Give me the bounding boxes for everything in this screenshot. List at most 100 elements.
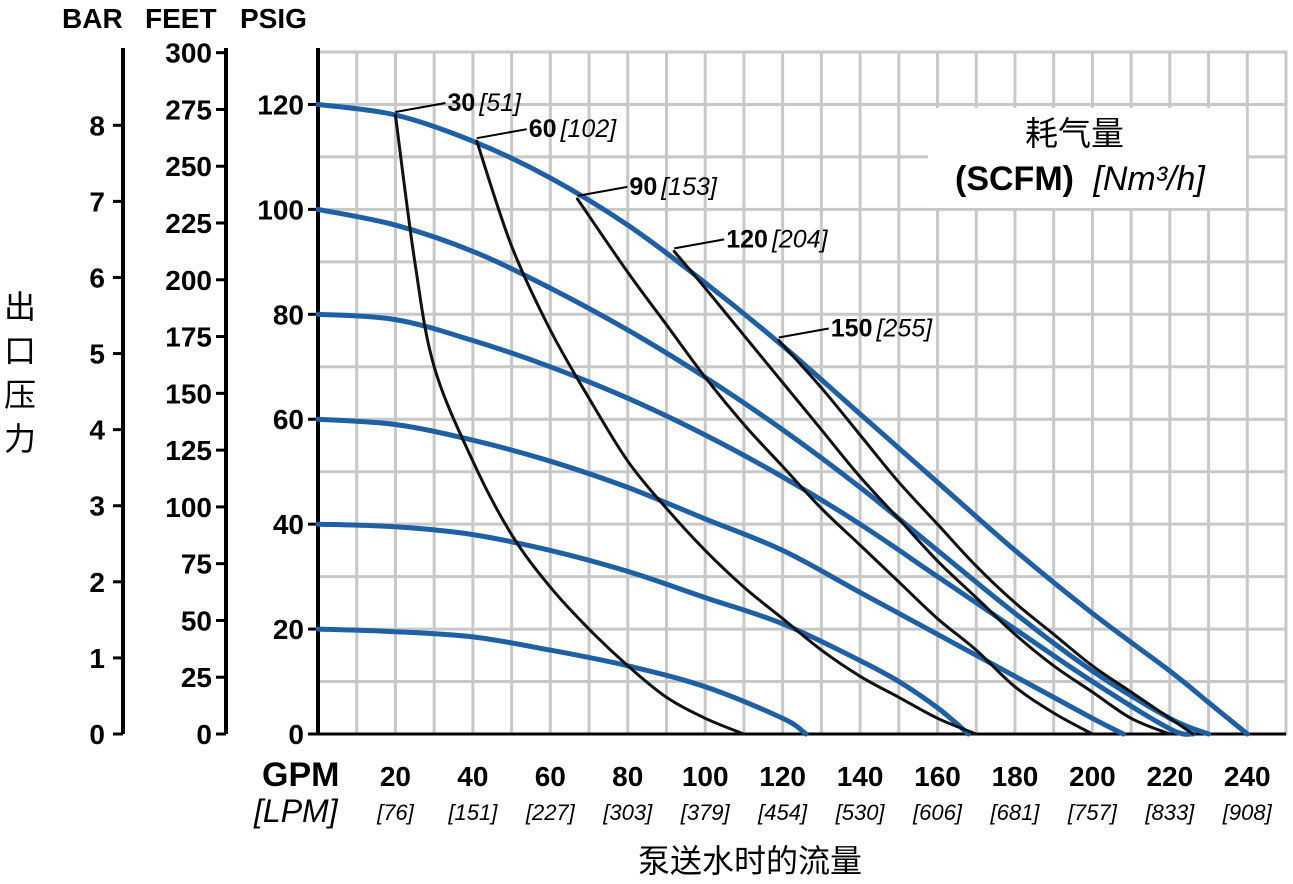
tick-label-bar: 0 [89, 719, 105, 750]
x-unit-lpm: [LPM] [253, 793, 339, 829]
air-label-nm3h: [51] [478, 89, 522, 117]
air-curve-label-120: 120 [204] [726, 225, 828, 253]
tick-label-bar: 3 [89, 491, 105, 522]
x-tick-label-gpm: 220 [1146, 761, 1193, 792]
tick-label-bar: 6 [89, 262, 105, 293]
x-tick-label-lpm: [227] [525, 800, 576, 825]
pressure-curve-120 [315, 102, 1250, 737]
air-curve-label-90: 90 [153] [629, 173, 717, 201]
x-tick-label-gpm: 200 [1069, 761, 1116, 792]
air-consumption-curves [393, 101, 1195, 736]
air-label-scfm: 150 [831, 315, 873, 343]
x-tick-label-lpm: [530] [835, 800, 886, 825]
x-tick-label-gpm: 160 [914, 761, 961, 792]
air-curve-leader [778, 327, 829, 339]
x-tick-label-gpm: 80 [612, 761, 643, 792]
x-tick-label-lpm: [303] [602, 800, 653, 825]
pressure-curves [315, 102, 1250, 737]
air-curve-leader [577, 185, 628, 197]
x-tick-label-gpm: 180 [992, 761, 1039, 792]
x-tick-label-gpm: 20 [380, 761, 411, 792]
legend-unit: (SCFM) [Nm³/h] [955, 160, 1206, 198]
x-tick-label-lpm: [151] [447, 800, 498, 825]
air-label-scfm: 90 [629, 173, 657, 201]
air-label-nm3h: [204] [771, 225, 829, 253]
x-tick-label-lpm: [379] [680, 800, 731, 825]
pressure-curve-80 [315, 311, 1196, 737]
pressure-curve-100 [315, 206, 1212, 737]
tick-label-feet: 225 [165, 208, 212, 239]
tick-label-psig: 120 [257, 89, 304, 120]
air-curve-120 [672, 249, 1172, 736]
air-label-nm3h: [102] [560, 115, 618, 143]
x-tick-label-lpm: [606] [912, 800, 963, 825]
tick-label-feet: 0 [196, 719, 212, 750]
tick-label-psig: 80 [273, 299, 304, 330]
air-curve-30 [393, 113, 746, 736]
tick-label-bar: 8 [89, 110, 105, 141]
pressure-curve-20 [315, 626, 809, 737]
air-curve-150 [777, 339, 1195, 736]
air-label-nm3h: [255] [875, 315, 933, 343]
air-curve-label-60: 60 [102] [529, 115, 617, 143]
x-tick-label-lpm: [908] [1222, 800, 1273, 825]
labels: 0204060801001200255075100125150175200225… [89, 38, 1272, 825]
air-label-nm3h: [153] [660, 173, 718, 201]
air-label-scfm: 30 [447, 89, 475, 117]
air-curve-leader [395, 101, 446, 113]
pressure-curve-60 [315, 416, 1126, 737]
x-tick-label-gpm: 120 [759, 761, 806, 792]
air-label-scfm: 120 [726, 225, 768, 253]
tick-label-feet: 275 [165, 94, 212, 125]
tick-label-feet: 75 [181, 549, 212, 580]
x-tick-label-gpm: 100 [682, 761, 729, 792]
tick-label-feet: 250 [165, 151, 212, 182]
air-curve-90 [575, 197, 1094, 736]
y-unit-psig: PSIG [240, 3, 307, 34]
tick-label-psig: 0 [288, 719, 304, 750]
x-tick-label-gpm: 140 [837, 761, 884, 792]
tick-label-feet: 25 [181, 662, 212, 693]
legend-unit-metric: [Nm³/h] [1092, 160, 1206, 198]
x-axis-label: 泵送水时的流量 [638, 842, 862, 880]
tick-label-feet: 50 [181, 605, 212, 636]
tick-label-psig: 40 [273, 509, 304, 540]
pressure-curve-40 [315, 521, 971, 737]
air-curve-label-150: 150 [255] [831, 315, 933, 343]
tick-label-psig: 100 [257, 194, 304, 225]
x-tick-label-gpm: 60 [535, 761, 566, 792]
x-unit-gpm: GPM [262, 756, 339, 794]
x-tick-label-lpm: [757] [1067, 800, 1118, 825]
x-tick-label-lpm: [681] [989, 800, 1040, 825]
tick-label-bar: 4 [89, 415, 105, 446]
air-curve-label-30: 30 [51] [447, 89, 522, 117]
tick-label-psig: 60 [273, 404, 304, 435]
tick-label-feet: 300 [165, 38, 212, 69]
air-label-scfm: 60 [529, 115, 557, 143]
tick-label-feet: 175 [165, 322, 212, 353]
x-tick-label-lpm: [76] [376, 800, 415, 825]
tick-label-feet: 200 [165, 265, 212, 296]
x-tick-label-gpm: 240 [1224, 761, 1271, 792]
tick-label-feet: 100 [165, 492, 212, 523]
legend-unit-scfm: (SCFM) [955, 160, 1074, 198]
tick-label-feet: 125 [165, 435, 212, 466]
tick-label-bar: 7 [89, 186, 105, 217]
legend-title: 耗气量 [1025, 114, 1124, 153]
air-curve-60 [475, 139, 978, 736]
legend-background [928, 108, 1246, 208]
tick-label-psig: 20 [273, 614, 304, 645]
air-curve-leader [674, 238, 725, 250]
tick-label-bar: 1 [89, 643, 105, 674]
x-tick-label-lpm: [833] [1144, 800, 1195, 825]
y-unit-feet: FEET [145, 3, 217, 34]
tick-label-bar: 2 [89, 567, 105, 598]
x-tick-label-gpm: 40 [457, 761, 488, 792]
y-axis-label: 出口压力 [4, 288, 36, 458]
x-tick-label-lpm: [454] [757, 800, 808, 825]
tick-label-bar: 5 [89, 339, 105, 370]
air-curve-leader [476, 128, 527, 140]
y-unit-bar: BAR [62, 3, 123, 34]
tick-label-feet: 150 [165, 378, 212, 409]
